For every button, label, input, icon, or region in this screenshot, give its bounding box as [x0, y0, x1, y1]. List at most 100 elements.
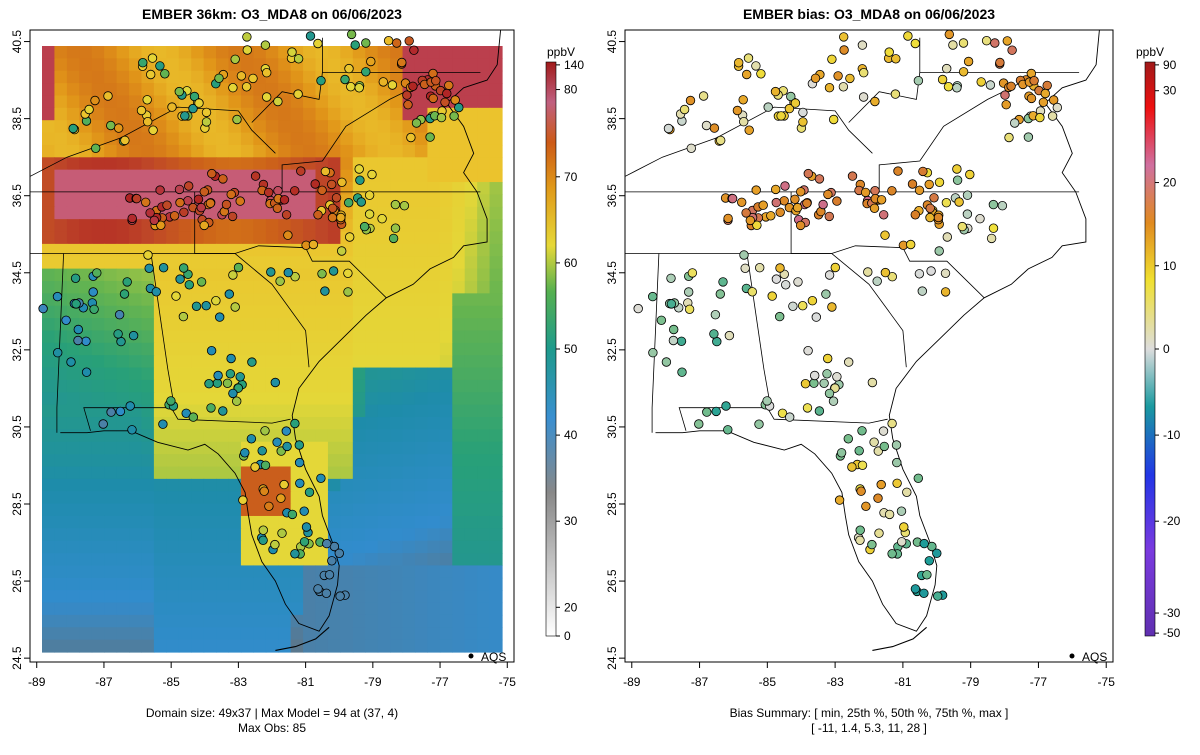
obs-site-point: [178, 263, 189, 273]
heatmap-cell: [66, 194, 80, 208]
heatmap-cell: [452, 528, 466, 542]
obs-site-point: [281, 210, 292, 220]
heatmap-cell: [452, 355, 466, 369]
right-map-boundaries: [625, 30, 1100, 651]
heatmap-cell: [116, 577, 130, 591]
heatmap-cell: [42, 528, 56, 542]
heatmap-cell: [489, 392, 503, 406]
heatmap-cell: [79, 392, 93, 406]
heatmap-cell: [203, 466, 217, 480]
bias-site-point: [786, 91, 796, 102]
bias-site-point: [975, 213, 985, 224]
heatmap-cell: [365, 491, 379, 505]
bias-site-point: [1023, 132, 1034, 142]
heatmap-cell: [452, 441, 466, 455]
obs-site-point: [337, 246, 347, 256]
heatmap-cell: [377, 120, 391, 134]
heatmap-cell: [79, 58, 93, 72]
heatmap-cell: [79, 70, 93, 84]
bias-site-point: [702, 407, 712, 417]
heatmap-cell: [439, 454, 453, 468]
heatmap-cell: [129, 182, 143, 196]
heatmap-cell: [66, 478, 80, 492]
heatmap-cell: [414, 58, 428, 72]
obs-site-point: [277, 528, 287, 538]
heatmap-cell: [104, 454, 118, 468]
heatmap-cell: [402, 182, 416, 196]
heatmap-cell: [153, 454, 167, 468]
heatmap-cell: [327, 157, 341, 171]
bias-site-point: [824, 270, 835, 280]
heatmap-cell: [42, 46, 56, 59]
heatmap-cell: [439, 602, 453, 616]
heatmap-cell: [489, 553, 503, 567]
bias-site-point: [924, 556, 935, 566]
bias-site-point: [776, 111, 786, 121]
heatmap-cell: [278, 256, 292, 270]
x-tick-label: -83: [826, 675, 844, 689]
bias-site-point: [834, 495, 845, 505]
heatmap-cell: [91, 83, 105, 97]
heatmap-cell: [390, 293, 404, 307]
heatmap-cell: [253, 565, 267, 579]
heatmap-cell: [489, 157, 503, 171]
heatmap-cell: [390, 280, 404, 294]
heatmap-cell: [166, 454, 180, 468]
heatmap-cell: [402, 280, 416, 294]
heatmap-cell: [377, 379, 391, 393]
heatmap-cell: [54, 83, 68, 97]
bias-site-point: [855, 535, 865, 546]
heatmap-cell: [79, 83, 93, 97]
bias-site-point: [1026, 93, 1037, 104]
heatmap-cell: [153, 553, 167, 567]
bias-site-point: [1040, 88, 1051, 99]
heatmap-cell: [116, 639, 130, 653]
heatmap-cell: [452, 132, 466, 146]
heatmap-cell: [377, 503, 391, 517]
obs-site-point: [343, 287, 353, 297]
heatmap-cell: [303, 627, 317, 641]
heatmap-cell: [129, 120, 143, 134]
heatmap-cell: [66, 515, 80, 529]
heatmap-cell: [253, 342, 267, 356]
heatmap-cell: [303, 614, 317, 628]
heatmap-cell: [153, 342, 167, 356]
heatmap-cell: [477, 107, 491, 121]
heatmap-cell: [240, 639, 254, 653]
bias-site-point: [1001, 99, 1011, 110]
heatmap-cell: [129, 590, 143, 604]
colorbar-tick-label: 50: [564, 342, 578, 356]
heatmap-cell: [42, 614, 56, 628]
heatmap-cell: [216, 478, 230, 492]
heatmap-cell: [116, 466, 130, 480]
bias-site-point: [903, 31, 913, 41]
heatmap-cell: [303, 379, 317, 393]
heatmap-cell: [178, 144, 192, 158]
bias-site-point: [892, 457, 902, 468]
heatmap-cell: [228, 46, 242, 59]
heatmap-cell: [141, 182, 155, 196]
heatmap-cell: [414, 441, 428, 455]
bias-site-point: [876, 479, 886, 490]
heatmap-cell: [340, 639, 354, 653]
heatmap-cell: [265, 466, 279, 480]
bias-site-point: [986, 233, 997, 244]
bias-site-point: [1048, 95, 1059, 105]
y-tick-label: 28.5: [605, 492, 619, 516]
heatmap-cell: [216, 219, 230, 233]
heatmap-cell: [79, 528, 93, 542]
heatmap-cell: [452, 169, 466, 183]
heatmap-cell: [377, 157, 391, 171]
bias-site-point: [833, 71, 843, 81]
heatmap-cell: [340, 342, 354, 356]
heatmap-cell: [104, 157, 118, 171]
heatmap-cell: [414, 503, 428, 517]
obs-site-point: [201, 117, 212, 127]
heatmap-cell: [178, 70, 192, 84]
obs-site-point: [199, 220, 209, 231]
heatmap-cell: [414, 157, 428, 171]
obs-site-point: [184, 280, 195, 290]
bias-site-point: [710, 310, 721, 320]
